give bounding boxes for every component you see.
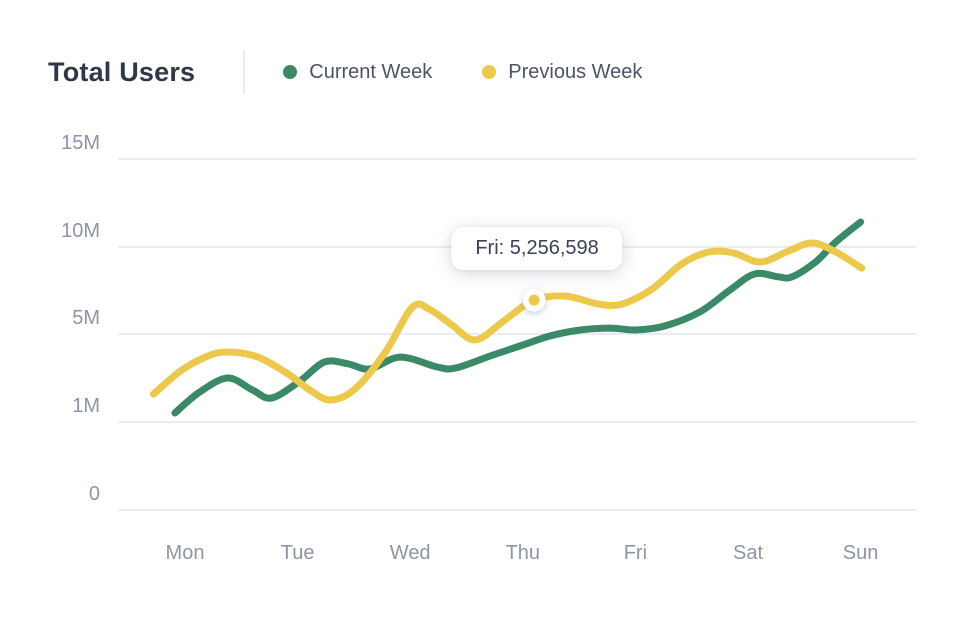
y-axis-label: 1M: [72, 395, 100, 417]
y-axis-label: 0: [88, 483, 100, 505]
current-week-dot-icon: [283, 65, 298, 79]
legend: Current Week Previous Week: [283, 61, 642, 84]
legend-item-previous-week[interactable]: Previous Week: [482, 61, 642, 84]
x-axis-label: Mon: [165, 542, 205, 564]
x-axis-label: Sun: [842, 542, 879, 564]
legend-label-current-week: Current Week: [309, 60, 433, 83]
y-axis-label: 15M: [61, 132, 100, 154]
x-axis-label: Thu: [505, 542, 541, 564]
x-axis-label: Wed: [389, 542, 431, 564]
previous-week-dot-icon: [482, 65, 497, 79]
x-axis-label: Sat: [732, 542, 764, 564]
x-axis-label: Fri: [623, 542, 648, 564]
header-divider: [243, 50, 246, 94]
legend-item-current-week[interactable]: Current Week: [283, 61, 432, 84]
page-title: Total Users: [48, 56, 196, 87]
x-axis-label: Tue: [280, 542, 315, 564]
y-axis-label: 5M: [72, 307, 100, 329]
hover-marker-dot[interactable]: [528, 294, 540, 306]
series-line-current-week[interactable]: [171, 218, 865, 417]
tooltip: Fri: 5,256,598: [451, 227, 623, 271]
legend-label-previous-week: Previous Week: [508, 60, 643, 83]
y-axis-label: 10M: [61, 220, 100, 242]
series-line-previous-week[interactable]: [150, 239, 866, 404]
header: Total Users Current Week Previous Week: [48, 50, 642, 94]
